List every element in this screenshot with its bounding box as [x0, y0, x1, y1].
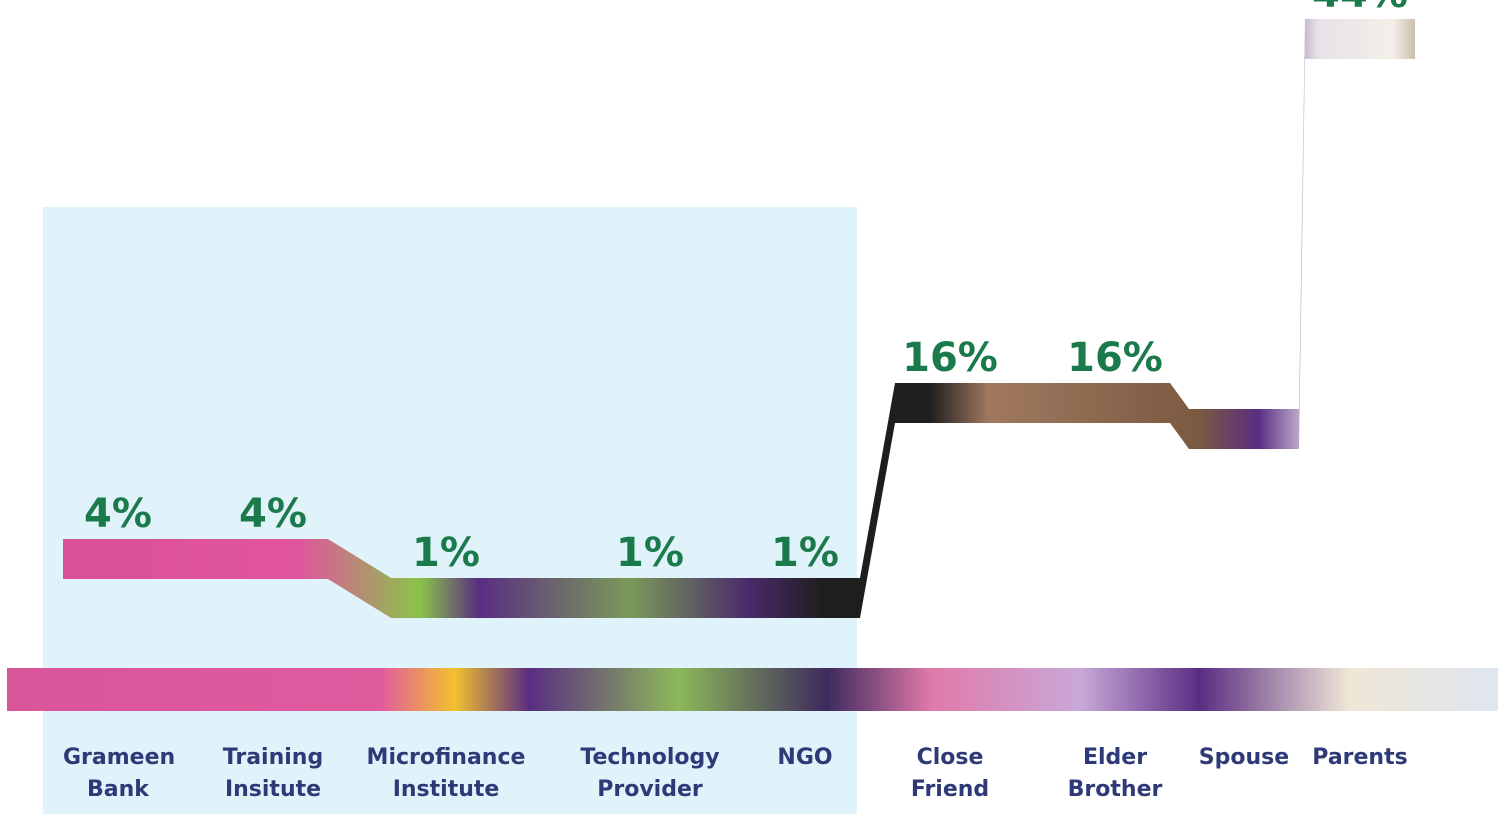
category-label: Parents	[1312, 745, 1408, 770]
value-label: 1%	[412, 530, 480, 576]
ribbon-connector	[1299, 19, 1305, 449]
category-label: Technology Provider	[580, 745, 720, 802]
ribbon-segment	[895, 383, 1005, 423]
highlight-panel	[43, 207, 857, 814]
value-label: 1%	[771, 530, 839, 576]
ribbon-segment	[1305, 19, 1415, 59]
ribbon-segment	[391, 578, 501, 618]
ribbon-connector	[860, 383, 895, 618]
ribbon-segment	[595, 578, 705, 618]
value-label: 16%	[902, 335, 998, 381]
category-label: Microfinance Institute	[366, 745, 526, 802]
ribbon	[63, 19, 1415, 618]
value-label: 4%	[239, 491, 307, 537]
category-label: Close Friend	[910, 745, 990, 802]
ribbon-connector	[328, 539, 391, 618]
value-label: 1%	[616, 530, 684, 576]
value-label: 16%	[1067, 335, 1163, 381]
category-label: Grameen Bank	[63, 745, 176, 802]
ribbon-segment	[218, 539, 328, 579]
category-label: NGO	[777, 745, 833, 770]
value-label: 44%	[1312, 0, 1408, 17]
category-label: Training Insitute	[222, 745, 324, 802]
ribbon-segment	[63, 539, 173, 579]
ribbon-segment	[1060, 383, 1170, 423]
category-label: Spouse	[1198, 745, 1290, 770]
value-labels: 4% 4% 1% 1% 1% 16% 16% 44%	[84, 0, 1408, 576]
ribbon-segment	[750, 578, 860, 618]
ribbon-connector	[173, 539, 218, 579]
ribbon-segment	[1189, 409, 1299, 449]
category-label: Elder Brother	[1067, 745, 1163, 802]
ribbon-connector	[1005, 383, 1060, 423]
ribbon-connector	[1170, 383, 1189, 449]
ribbon-connector	[705, 578, 750, 618]
value-label: 4%	[84, 491, 152, 537]
photo-strip	[7, 668, 1498, 711]
ribbon-connector	[501, 578, 595, 618]
